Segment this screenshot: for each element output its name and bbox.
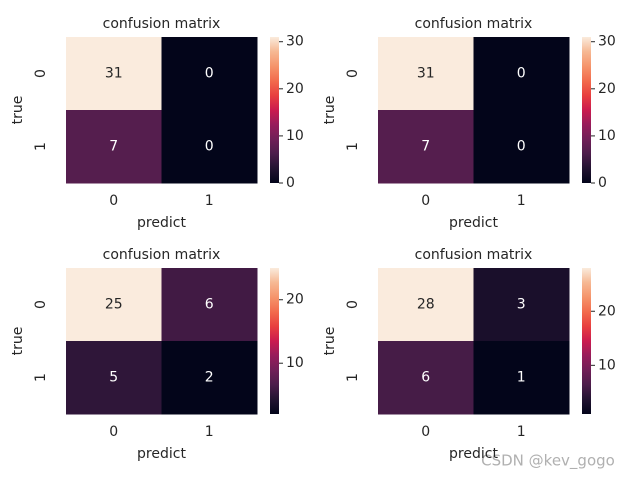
y-tick-label: 1: [33, 142, 49, 151]
colorbar: [582, 37, 591, 183]
cell-annotation: 7: [109, 139, 118, 155]
colorbar: [582, 268, 591, 414]
heatmap-cell: [473, 110, 570, 184]
cell-annotation: 0: [517, 139, 526, 155]
cell-annotation: 31: [417, 66, 435, 82]
x-tick-label: 1: [517, 424, 526, 440]
subplot-title: confusion matrix: [103, 16, 221, 32]
x-axis-label: predict: [137, 446, 186, 462]
colorbar-tick-label: 20: [598, 303, 616, 319]
cell-annotation: 0: [205, 66, 214, 82]
heatmap-cell: [473, 341, 570, 415]
x-tick-label: 1: [517, 193, 526, 209]
y-tick-label: 1: [33, 373, 49, 382]
cell-annotation: 25: [105, 297, 123, 313]
y-tick-label: 0: [33, 69, 49, 78]
colorbar-tick-label: 10: [286, 355, 304, 371]
heatmap-cell: [66, 37, 162, 111]
colorbar-tick-label: 30: [598, 34, 616, 50]
heatmap-cell: [161, 37, 258, 111]
x-tick-label: 1: [205, 193, 214, 209]
x-axis-label: predict: [137, 215, 186, 231]
heatmap-cell: [378, 110, 474, 184]
colorbar-tick-label: 10: [598, 128, 616, 144]
cell-annotation: 6: [205, 297, 214, 313]
heatmap-cell: [473, 268, 570, 342]
y-axis-label: true: [10, 327, 26, 356]
x-tick-label: 0: [421, 424, 430, 440]
y-axis-label: true: [10, 96, 26, 125]
subplot-title: confusion matrix: [415, 247, 533, 263]
cell-annotation: 7: [421, 139, 430, 155]
heatmap-cell: [66, 268, 162, 342]
cell-annotation: 3: [517, 297, 526, 313]
heatmap-cell: [378, 268, 474, 342]
heatmap-cell: [66, 341, 162, 415]
colorbar-tick-label: 0: [598, 175, 607, 191]
y-tick-label: 0: [345, 300, 361, 309]
x-tick-label: 0: [109, 193, 118, 209]
y-tick-label: 0: [33, 300, 49, 309]
colorbar: [270, 268, 279, 414]
x-axis-label: predict: [449, 446, 498, 462]
colorbar-tick-label: 10: [286, 128, 304, 144]
y-tick-label: 1: [345, 142, 361, 151]
y-axis-label: true: [322, 327, 338, 356]
x-tick-label: 0: [421, 193, 430, 209]
colorbar-tick-label: 20: [598, 81, 616, 97]
x-tick-label: 0: [109, 424, 118, 440]
colorbar-tick-label: 0: [286, 175, 295, 191]
watermark: CSDN @kev_gogo: [481, 452, 615, 471]
subplot-title: confusion matrix: [103, 247, 221, 263]
cell-annotation: 2: [205, 370, 214, 386]
cell-annotation: 0: [517, 66, 526, 82]
heatmap-cell: [161, 268, 258, 342]
y-tick-label: 1: [345, 373, 361, 382]
heatmap-cell: [473, 37, 570, 111]
subplot-title: confusion matrix: [415, 16, 533, 32]
heatmap-cell: [378, 341, 474, 415]
y-axis-label: true: [322, 96, 338, 125]
cell-annotation: 0: [205, 139, 214, 155]
cell-annotation: 5: [109, 370, 118, 386]
colorbar: [270, 37, 279, 183]
y-tick-label: 0: [345, 69, 361, 78]
heatmap-cell: [66, 110, 162, 184]
heatmap-cell: [161, 110, 258, 184]
x-axis-label: predict: [449, 215, 498, 231]
colorbar-tick-label: 10: [598, 357, 616, 373]
x-tick-label: 1: [205, 424, 214, 440]
cell-annotation: 28: [417, 297, 435, 313]
colorbar-tick-label: 30: [286, 34, 304, 50]
heatmap-cell: [378, 37, 474, 111]
cell-annotation: 1: [517, 370, 526, 386]
cell-annotation: 6: [421, 370, 430, 386]
cell-annotation: 31: [105, 66, 123, 82]
colorbar-tick-label: 20: [286, 292, 304, 308]
heatmap-cell: [161, 341, 258, 415]
colorbar-tick-label: 20: [286, 81, 304, 97]
